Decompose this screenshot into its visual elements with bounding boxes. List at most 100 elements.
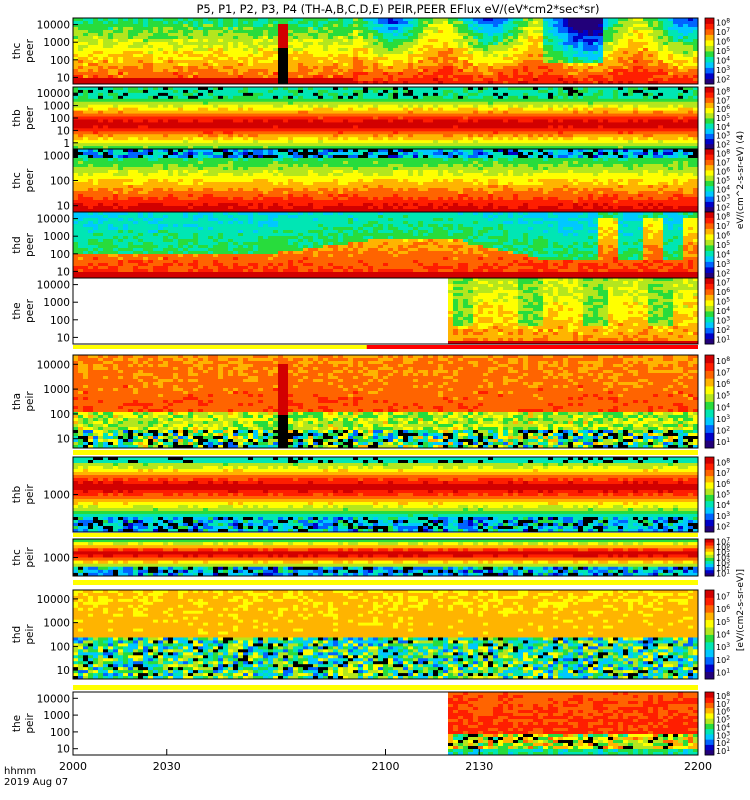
spectrogram-cell [118, 122, 123, 125]
spectrogram-cell [198, 57, 203, 60]
spectrogram-cell [483, 36, 488, 39]
spectrogram-cell [503, 117, 508, 120]
spectrogram-cell [573, 117, 578, 120]
spectrogram-cell [588, 69, 593, 72]
spectrogram-cell [678, 75, 683, 78]
spectrogram-cell [193, 131, 198, 134]
spectrogram-cell [368, 75, 373, 78]
spectrogram-cell [333, 93, 338, 96]
spectrogram-cell [358, 114, 363, 117]
spectrogram-cell [628, 39, 633, 42]
spectrogram-cell [353, 119, 358, 122]
spectrogram-cell [243, 75, 248, 78]
spectrogram-cell [228, 75, 233, 78]
spectrogram-cell [408, 108, 413, 111]
spectrogram-cell [133, 21, 138, 24]
spectrogram-cell [403, 134, 408, 137]
spectrogram-cell [448, 60, 453, 63]
spectrogram-cell [523, 99, 528, 102]
spectrogram-cell [233, 48, 238, 51]
spectrogram-cell [428, 57, 433, 60]
spectrogram-cell [228, 131, 233, 134]
spectrogram-cell [368, 102, 373, 105]
spectrogram-cell [243, 96, 248, 99]
spectrogram-cell [343, 102, 348, 105]
spectrogram-cell [188, 27, 193, 30]
spectrogram-cell [528, 24, 533, 27]
spectrogram-cell [438, 105, 443, 108]
spectrogram-cell [208, 54, 213, 57]
spectrogram-cell [358, 72, 363, 75]
spectrogram-cell [398, 93, 403, 96]
spectrogram-cell [523, 60, 528, 63]
spectrogram-cell [393, 57, 398, 60]
spectrogram-cell [273, 75, 278, 78]
spectrogram-cell [158, 108, 163, 111]
spectrogram-cell [358, 69, 363, 72]
spectrogram-cell [258, 90, 263, 93]
spectrogram-cell [343, 42, 348, 45]
spectrogram-cell [233, 122, 238, 125]
spectrogram-cell [178, 134, 183, 137]
spectrogram-cell [333, 105, 338, 108]
spectrogram-cell [558, 69, 563, 72]
spectrogram-cell [518, 137, 523, 140]
spectrogram-cell [678, 72, 683, 75]
spectrogram-cell [498, 137, 503, 140]
spectrogram-cell [78, 36, 83, 39]
spectrogram-cell [613, 69, 618, 72]
spectrogram-cell [448, 119, 453, 122]
spectrogram-cell [543, 36, 548, 39]
spectrogram-cell [298, 72, 303, 75]
spectrogram-cell [328, 24, 333, 27]
spectrogram-cell [553, 42, 558, 45]
spectrogram-cell [533, 63, 538, 66]
spectrogram-cell [658, 75, 663, 78]
spectrogram-cell [318, 30, 323, 33]
spectrogram-cell [383, 51, 388, 54]
spectrogram-cell [578, 143, 583, 146]
spectrogram-cell [313, 128, 318, 131]
spectrogram-cell [253, 99, 258, 102]
spectrogram-cell [413, 137, 418, 140]
spectrogram-cell [438, 93, 443, 96]
spectrogram-cell [498, 18, 503, 21]
spectrogram-cell [408, 45, 413, 48]
spectrogram-cell [518, 108, 523, 111]
spectrogram-cell [328, 57, 333, 60]
spectrogram-cell [258, 21, 263, 24]
spectrogram-cell [398, 30, 403, 33]
spectrogram-cell [403, 128, 408, 131]
spectrogram-cell [238, 75, 243, 78]
spectrogram-cell [88, 72, 93, 75]
spectrogram-cell [108, 99, 113, 102]
spectrogram-cell [208, 134, 213, 137]
spectrogram-cell [123, 27, 128, 30]
spectrogram-cell [168, 21, 173, 24]
spectrogram-cell [563, 75, 568, 78]
spectrogram-cell [483, 51, 488, 54]
spectrogram-cell [153, 102, 158, 105]
spectrogram-cell [288, 33, 293, 36]
spectrogram-cell [308, 60, 313, 63]
spectrogram-cell [128, 75, 133, 78]
spectrogram-cell [618, 27, 623, 30]
spectrogram-cell [533, 36, 538, 39]
spectrogram-cell [258, 122, 263, 125]
spectrogram-cell [423, 114, 428, 117]
spectrogram-cell [198, 128, 203, 131]
spectrogram-cell [683, 21, 688, 24]
spectrogram-cell [473, 99, 478, 102]
spectrogram-cell [618, 60, 623, 63]
spectrogram-cell [668, 42, 673, 45]
spectrogram-cell [248, 96, 253, 99]
spectrogram-cell [223, 33, 228, 36]
spectrogram-cell [648, 63, 653, 66]
spectrogram-cell [78, 66, 83, 69]
spectrogram-cell [608, 63, 613, 66]
spectrogram-cell [293, 140, 298, 143]
spectrogram-cell [83, 122, 88, 125]
spectrogram-cell [293, 21, 298, 24]
spectrogram-cell [433, 24, 438, 27]
spectrogram-cell [563, 24, 568, 27]
